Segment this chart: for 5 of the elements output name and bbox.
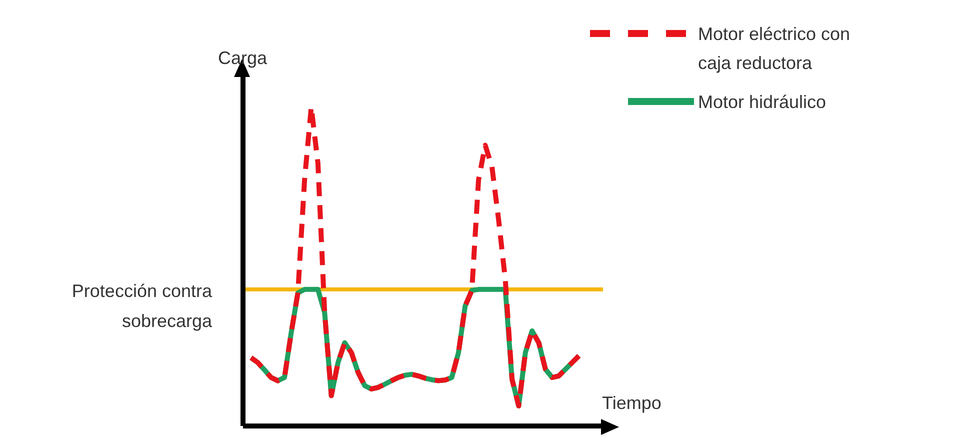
legend-label: Motor hidráulico [698, 91, 828, 114]
ref-line-label: Protección contra sobrecarga [70, 280, 212, 334]
x-axis-title: Tiempo [602, 393, 662, 414]
legend-label: Motor eléctrico con caja reductora [698, 23, 852, 75]
y-axis-title: Carga [218, 48, 268, 69]
